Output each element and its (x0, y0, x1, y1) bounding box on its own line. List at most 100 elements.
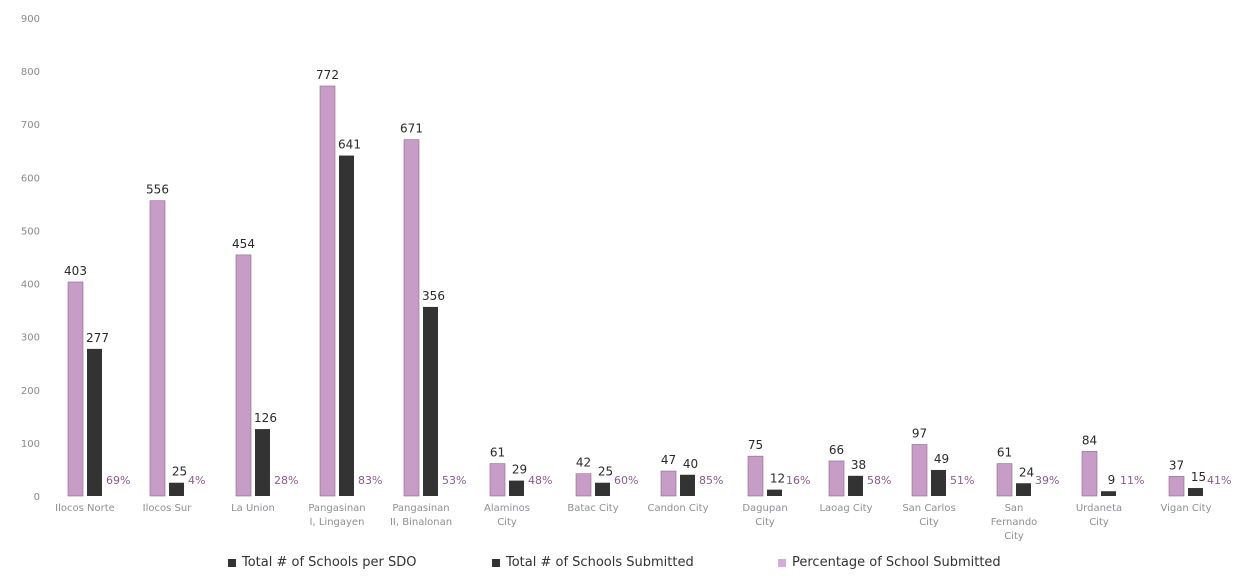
x-tick-label: Alaminos City (484, 503, 530, 528)
bar-submitted (339, 155, 354, 496)
value-label-submitted: 25 (598, 465, 613, 479)
y-tick-label: 100 (21, 439, 40, 450)
legend-label-percentage: Percentage of School Submitted (792, 555, 1001, 570)
value-label-submitted: 12 (770, 472, 785, 486)
x-tick-label: La Union (231, 503, 275, 514)
bar-total (1168, 476, 1185, 497)
y-tick-label: 900 (21, 14, 40, 25)
bar-submitted (169, 482, 184, 496)
value-label-submitted: 9 (1108, 473, 1116, 487)
x-tick-label: San Fernando City (991, 503, 1038, 542)
x-tick-label: Laoag City (819, 503, 872, 514)
bar-total (403, 139, 420, 497)
legend-item-percentage: Percentage of School Submitted (778, 555, 1001, 570)
bar-submitted (931, 469, 946, 496)
percentage-label: 48% (528, 474, 552, 487)
value-label-submitted: 29 (512, 463, 527, 477)
x-tick-label: Vigan City (1161, 503, 1212, 514)
x-tick-label: San Carlos City (902, 503, 955, 528)
value-label-submitted: 126 (254, 411, 277, 425)
percentage-label: 11% (1120, 474, 1144, 487)
y-tick-label: 400 (21, 280, 40, 291)
bar-total (911, 444, 928, 497)
percentage-label: 4% (188, 474, 205, 487)
percentage-label: 16% (786, 474, 810, 487)
bar-submitted (87, 348, 102, 496)
y-tick-label: 800 (21, 67, 40, 78)
y-axis: 900 800 700 600 500 400 300 200 100 0 (21, 14, 40, 503)
bar-total (235, 254, 252, 497)
percentage-label: 85% (699, 474, 723, 487)
value-label-total: 403 (64, 264, 87, 278)
value-label-total: 61 (997, 446, 1012, 460)
y-tick-label: 200 (21, 386, 40, 397)
bar-total (1081, 451, 1098, 497)
x-tick-label: Pangasinan I, Lingayen (308, 503, 365, 528)
value-label-submitted: 15 (1191, 470, 1206, 484)
value-label-total: 556 (146, 183, 169, 197)
y-tick-label: 700 (21, 120, 40, 131)
bar-total (319, 85, 336, 497)
value-label-submitted: 38 (851, 458, 866, 472)
value-label-submitted: 24 (1019, 465, 1034, 479)
value-label-total: 66 (829, 443, 844, 457)
legend-swatch-percentage (778, 558, 786, 567)
value-label-submitted: 49 (934, 452, 949, 466)
bar-total (660, 470, 677, 497)
bar-submitted (1101, 491, 1116, 496)
y-tick-label: 0 (34, 492, 40, 503)
value-label-total: 97 (912, 426, 927, 440)
value-label-total: 671 (400, 122, 423, 136)
percentage-label: 51% (950, 474, 974, 487)
percentage-label: 60% (614, 474, 638, 487)
bar-total (996, 463, 1013, 497)
value-label-total: 84 (1082, 433, 1097, 447)
legend-item-total: Total # of Schools per SDO (228, 555, 416, 570)
bar-submitted (595, 482, 610, 496)
x-tick-label: Urdaneta City (1076, 503, 1122, 528)
percentage-label: 39% (1035, 474, 1059, 487)
percentage-label: 58% (867, 474, 891, 487)
y-tick-label: 500 (21, 226, 40, 237)
x-tick-label: Ilocos Sur (143, 503, 193, 514)
value-label-submitted: 40 (683, 457, 698, 471)
legend-label-total: Total # of Schools per SDO (242, 555, 417, 570)
percentage-label: 53% (442, 474, 466, 487)
value-label-total: 772 (316, 68, 339, 82)
bar-total (67, 281, 84, 497)
x-tick-label: Batac City (567, 503, 618, 514)
bar-total (489, 463, 506, 497)
bar-total (747, 455, 764, 497)
legend: Total # of Schools per SDO Total # of Sc… (0, 555, 1235, 579)
legend-label-submitted: Total # of Schools Submitted (506, 555, 694, 570)
bar-total (828, 460, 845, 497)
bar-submitted (848, 475, 863, 496)
value-label-submitted: 25 (172, 465, 187, 479)
percentage-label: 69% (106, 474, 130, 487)
bar-submitted (255, 429, 270, 496)
x-axis: Ilocos Norte Ilocos Sur La Union Pangasinan… (55, 503, 1211, 542)
value-label-total: 454 (232, 237, 255, 251)
bar-submitted (1016, 483, 1031, 496)
value-label-submitted: 641 (338, 138, 361, 152)
value-label-submitted: 277 (86, 331, 109, 345)
legend-swatch-submitted (492, 558, 500, 567)
legend-item-submitted: Total # of Schools Submitted (492, 555, 694, 570)
value-label-total: 42 (576, 456, 591, 470)
y-tick-label: 600 (21, 173, 40, 184)
percentage-label: 41% (1207, 474, 1231, 487)
legend-swatch-total (228, 558, 236, 567)
value-label-total: 47 (661, 453, 676, 467)
data-labels: 40327769%556254%45412628%77264183%671356… (64, 68, 1231, 487)
chart: 900 800 700 600 500 400 300 200 100 0 403 277 69% 55… (21, 14, 1232, 542)
value-label-total: 75 (748, 438, 763, 452)
x-tick-label: Ilocos Norte (55, 503, 115, 514)
bar-submitted (680, 474, 695, 496)
x-tick-label: Dagupan City (742, 503, 787, 528)
bar-submitted (1188, 488, 1203, 496)
bar-submitted (767, 489, 782, 496)
value-label-total: 61 (490, 446, 505, 460)
x-tick-label: Pangasinan II, Binalonan (390, 503, 452, 528)
value-label-total: 37 (1169, 458, 1184, 472)
percentage-label: 83% (358, 474, 382, 487)
